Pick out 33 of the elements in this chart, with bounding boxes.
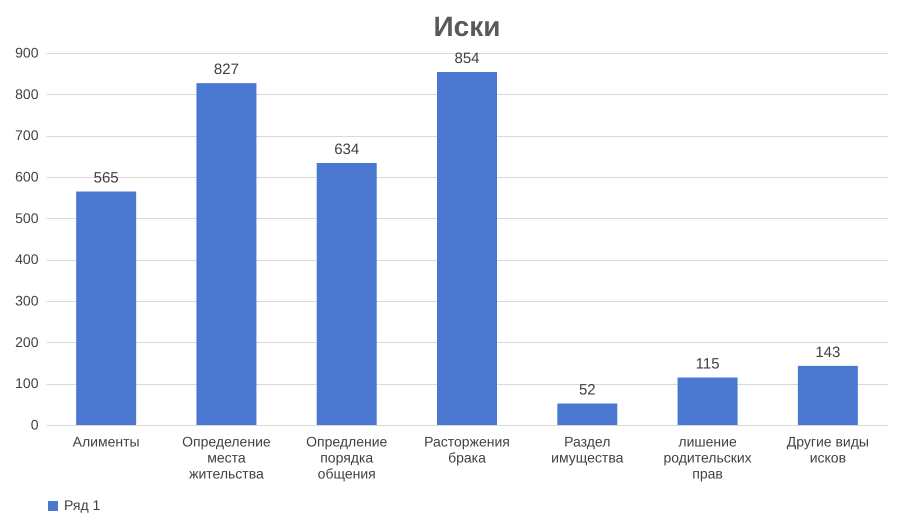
y-tick-label: 0: [30, 416, 39, 432]
x-tick-label: Расторжения брака: [424, 434, 510, 466]
y-tick-label: 700: [15, 127, 39, 144]
data-label: 827: [214, 61, 239, 78]
data-label: 115: [696, 355, 720, 372]
y-tick-label: 800: [15, 86, 39, 102]
x-tick-label: лишение родительских прав: [663, 434, 752, 482]
y-tick-label: 900: [15, 44, 39, 60]
y-tick-label: 500: [15, 210, 39, 226]
y-tick-label: 400: [15, 251, 39, 268]
x-tick-label: Раздел имущества: [551, 434, 624, 466]
data-label: 52: [578, 382, 596, 399]
y-tick-label: 300: [15, 292, 39, 308]
bar: [798, 366, 858, 425]
legend-label: Ряд 1: [64, 497, 101, 513]
data-label: 565: [94, 169, 119, 186]
x-tick-label: Другие виды исков: [786, 434, 869, 466]
bar: [316, 162, 377, 425]
x-tick-label: Определение места жительства: [182, 434, 271, 482]
bar: [437, 72, 497, 425]
data-label: 634: [334, 140, 360, 158]
data-label: 143: [815, 344, 840, 361]
y-tick-label: 600: [15, 168, 39, 184]
bar: [678, 377, 738, 425]
y-tick-label: 100: [15, 375, 39, 392]
bar: [196, 83, 256, 425]
bar: [557, 404, 618, 425]
bar: [76, 191, 136, 425]
data-label: 854: [454, 50, 480, 68]
x-tick-label: Алименты: [72, 434, 140, 450]
chart-title: Иски: [434, 11, 500, 42]
x-tick-label: Опредление порядка общения: [306, 434, 388, 482]
y-tick-label: 200: [15, 334, 39, 350]
